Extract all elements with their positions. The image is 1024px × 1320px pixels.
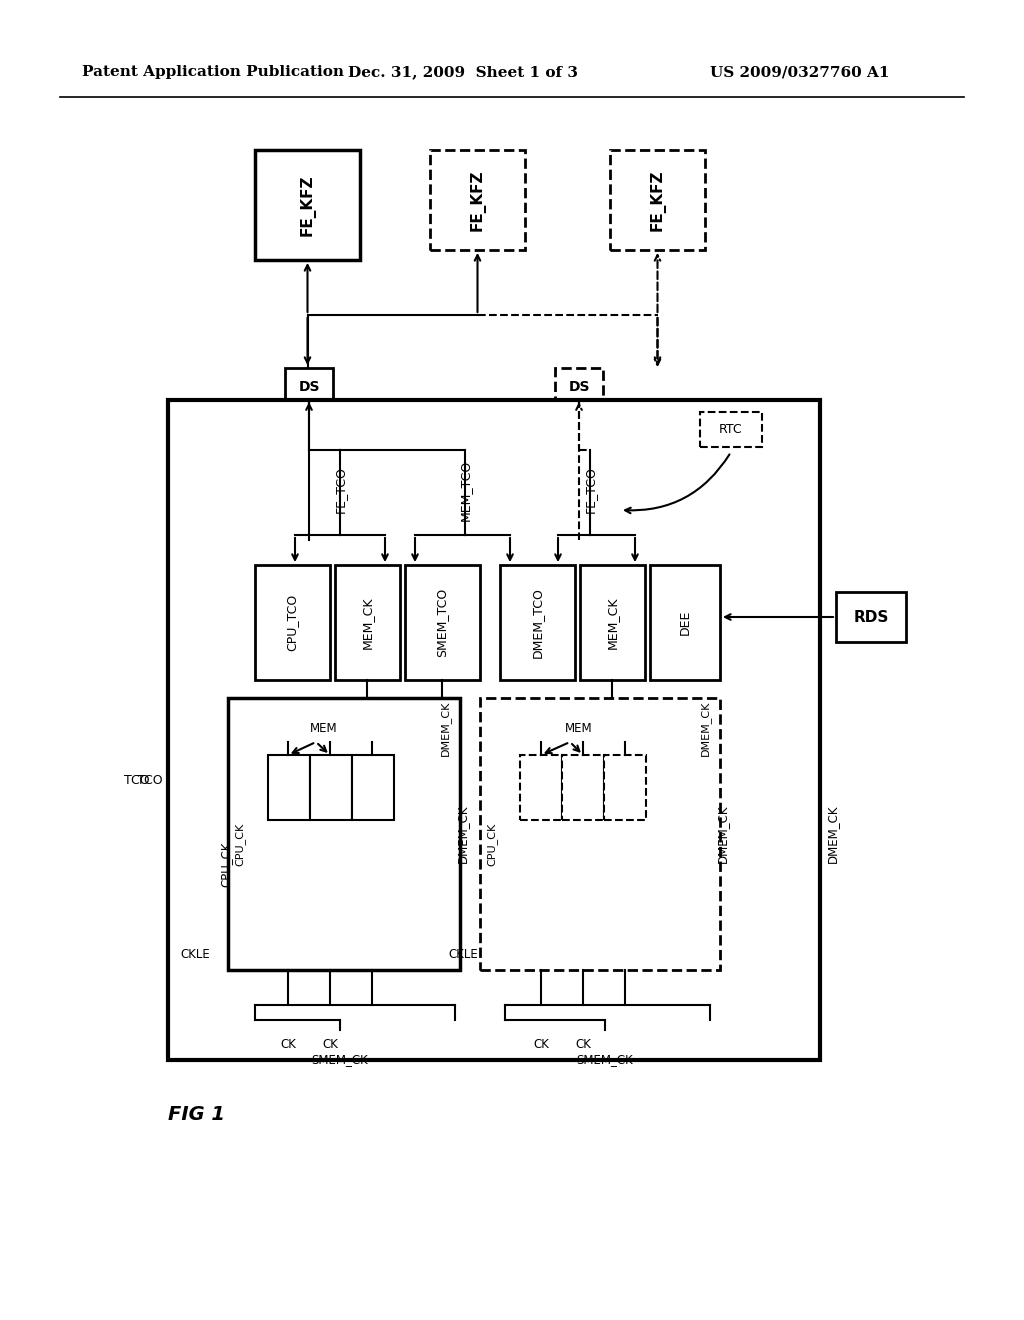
Text: CPU_CK: CPU_CK [486,822,498,866]
Text: FE_KFZ: FE_KFZ [649,169,666,231]
Text: FE_KFZ: FE_KFZ [469,169,485,231]
Text: Patent Application Publication: Patent Application Publication [82,65,344,79]
Text: MEM_CK: MEM_CK [360,597,374,648]
Text: TCO: TCO [137,774,163,787]
Bar [480,698,720,970]
Bar [430,150,525,249]
Text: DS: DS [298,380,319,393]
Text: CK: CK [280,1039,296,1052]
Text: CKLE: CKLE [449,949,478,961]
Text: FIG 1: FIG 1 [168,1106,225,1125]
Bar [520,755,562,820]
Bar [352,755,394,820]
Bar [335,565,400,680]
Bar [255,150,360,260]
Bar [268,755,310,820]
Text: MEM: MEM [565,722,593,734]
Text: DMEM_TCO: DMEM_TCO [530,587,544,657]
Bar [580,565,645,680]
Text: TCO: TCO [124,774,165,787]
Bar [650,565,720,680]
Text: FE_TCO: FE_TCO [584,466,597,513]
Text: RDS: RDS [853,610,889,624]
Text: MEM_TCO: MEM_TCO [459,459,471,520]
Text: Dec. 31, 2009  Sheet 1 of 3: Dec. 31, 2009 Sheet 1 of 3 [348,65,578,79]
Text: DS: DS [568,380,590,393]
Text: DMEM_CK: DMEM_CK [716,805,728,863]
Text: CPU_CK: CPU_CK [234,822,246,866]
Text: SMEM_TCO: SMEM_TCO [435,587,449,657]
Bar [406,565,480,680]
Text: CK: CK [575,1039,591,1052]
Bar [500,565,575,680]
Text: CPU_TCO: CPU_TCO [286,594,299,651]
Bar [168,400,820,1060]
Bar [555,368,603,407]
Text: FE_TCO: FE_TCO [334,466,346,513]
Text: DMEM_CK: DMEM_CK [456,805,469,863]
Bar [610,150,705,249]
Text: DMEM_CK: DMEM_CK [439,701,451,755]
Text: MEM: MEM [310,722,338,734]
Bar [836,591,906,642]
Text: MEM_CK: MEM_CK [605,597,618,648]
Bar [285,368,333,407]
Bar [255,565,330,680]
Text: DEE: DEE [679,610,691,635]
Text: DMEM_CK: DMEM_CK [825,805,839,863]
Text: FE_KFZ: FE_KFZ [299,174,315,236]
Bar [228,698,460,970]
Text: CKLE: CKLE [180,949,210,961]
Bar [700,412,762,447]
Text: RTC: RTC [719,422,742,436]
Bar [562,755,604,820]
Text: CK: CK [323,1039,338,1052]
Bar [604,755,646,820]
Text: SMEM_CK: SMEM_CK [311,1053,369,1067]
Text: SMEM_CK: SMEM_CK [577,1053,634,1067]
Text: US 2009/0327760 A1: US 2009/0327760 A1 [710,65,890,79]
Text: DMEM_CK: DMEM_CK [699,701,711,755]
Bar [310,755,352,820]
Text: CK: CK [534,1039,549,1052]
Text: CPU_CK: CPU_CK [219,841,232,887]
